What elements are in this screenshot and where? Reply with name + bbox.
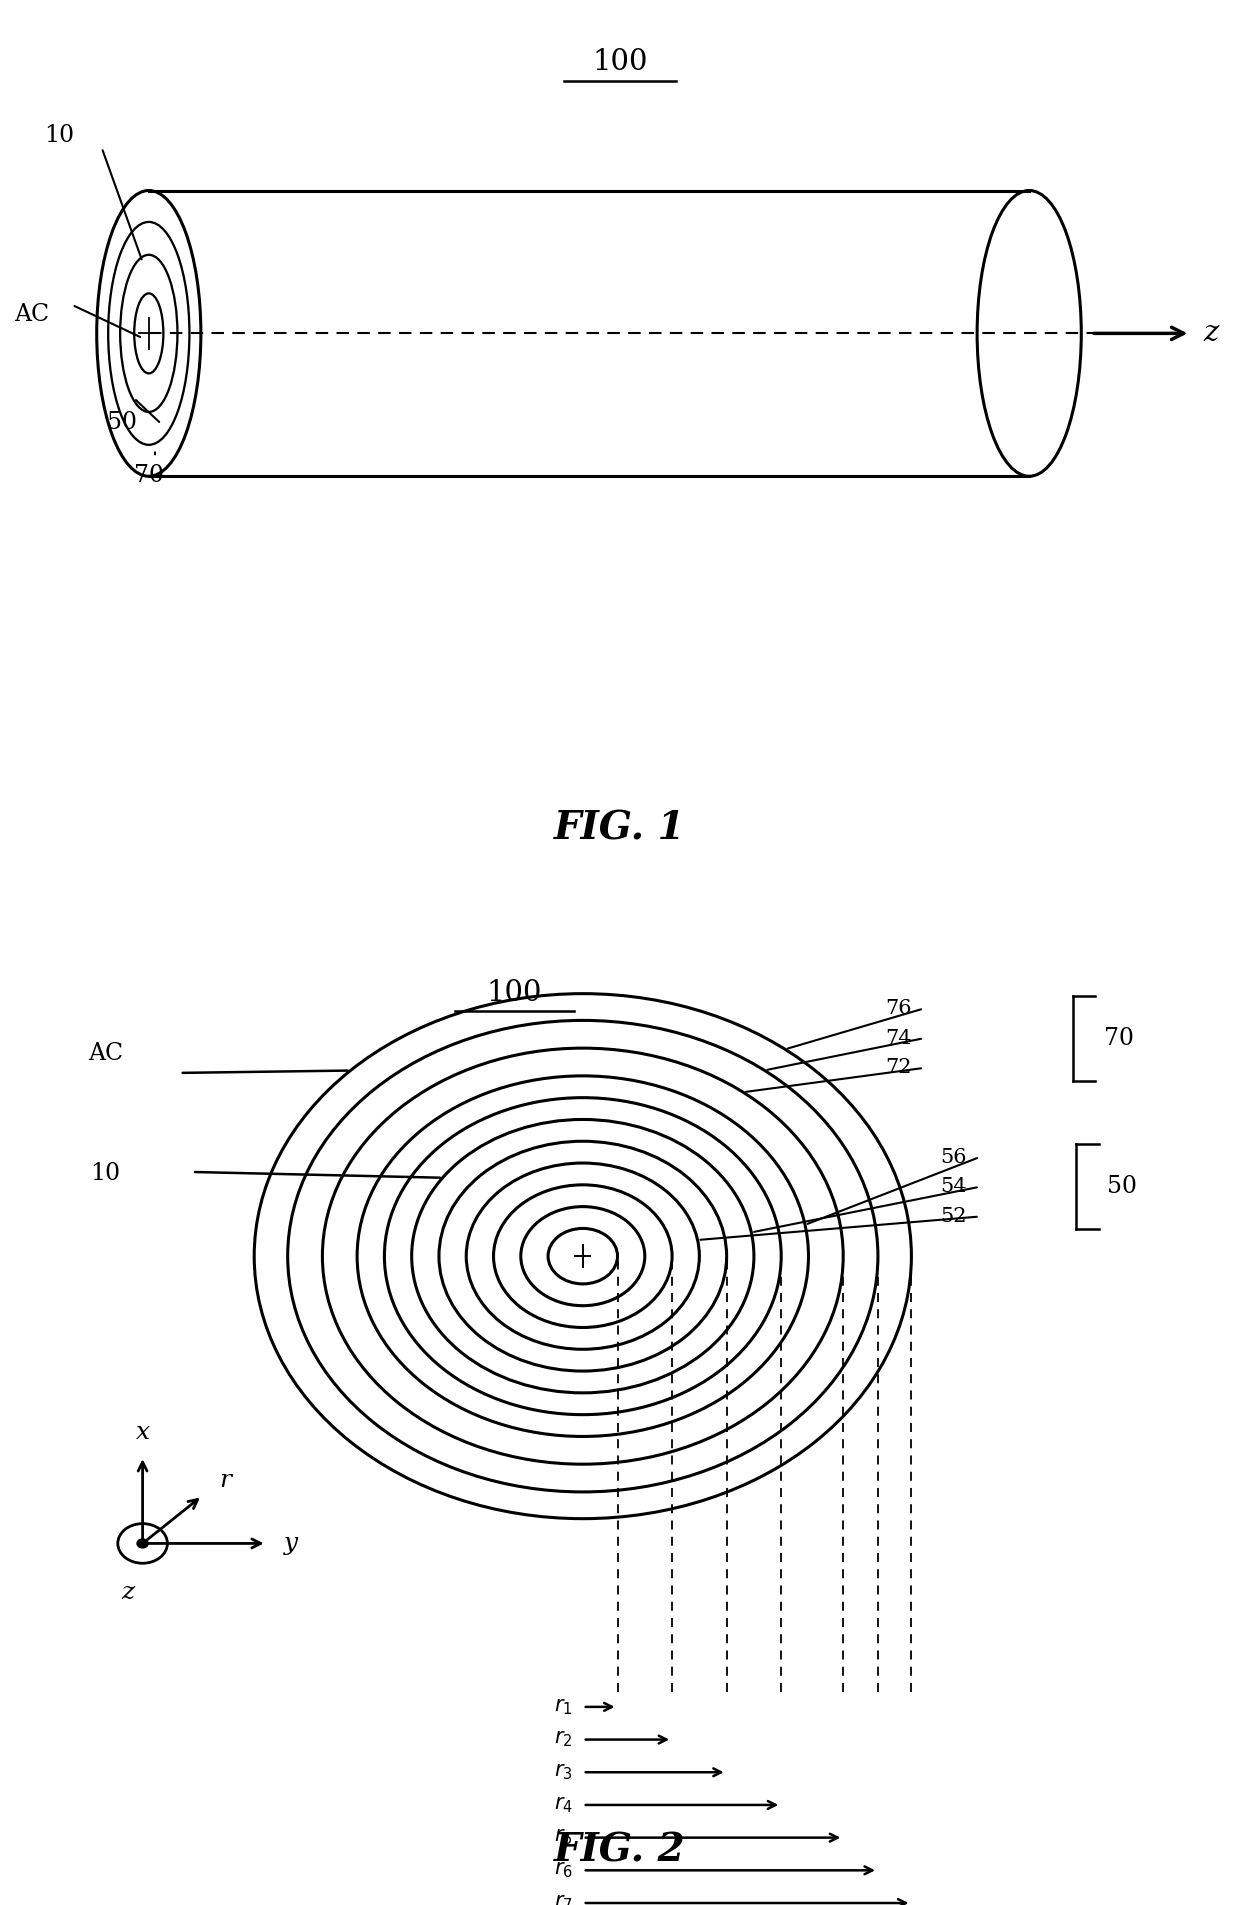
Text: 76: 76 (885, 998, 911, 1017)
Text: $r_1$: $r_1$ (554, 1697, 573, 1716)
Text: z: z (122, 1581, 134, 1604)
Text: 70: 70 (1104, 1027, 1133, 1050)
Text: 50: 50 (1107, 1175, 1137, 1198)
Text: $r_7$: $r_7$ (554, 1894, 573, 1905)
Text: AC: AC (15, 303, 50, 326)
Text: 10: 10 (91, 1162, 120, 1185)
Text: x: x (135, 1421, 150, 1444)
Text: 50: 50 (107, 411, 136, 434)
Text: $r_6$: $r_6$ (554, 1861, 573, 1880)
Text: 72: 72 (885, 1059, 911, 1078)
Text: 52: 52 (941, 1208, 967, 1227)
Text: y: y (284, 1532, 298, 1554)
Text: z: z (1203, 320, 1218, 347)
Text: FIG. 1: FIG. 1 (554, 810, 686, 848)
Text: AC: AC (88, 1042, 123, 1065)
Text: $r_2$: $r_2$ (554, 1730, 573, 1749)
Text: 100: 100 (593, 48, 647, 76)
Text: $r_5$: $r_5$ (554, 1827, 573, 1848)
Text: FIG. 2: FIG. 2 (554, 1831, 686, 1869)
Text: 100: 100 (487, 979, 542, 1006)
Text: 54: 54 (941, 1177, 967, 1196)
Circle shape (136, 1539, 149, 1549)
Text: $r_4$: $r_4$ (554, 1795, 573, 1815)
Text: 70: 70 (134, 465, 164, 488)
Text: r: r (219, 1469, 232, 1492)
Text: 10: 10 (45, 124, 74, 147)
Text: 74: 74 (885, 1029, 911, 1048)
Text: $r_3$: $r_3$ (554, 1762, 573, 1781)
Text: 56: 56 (941, 1147, 967, 1166)
